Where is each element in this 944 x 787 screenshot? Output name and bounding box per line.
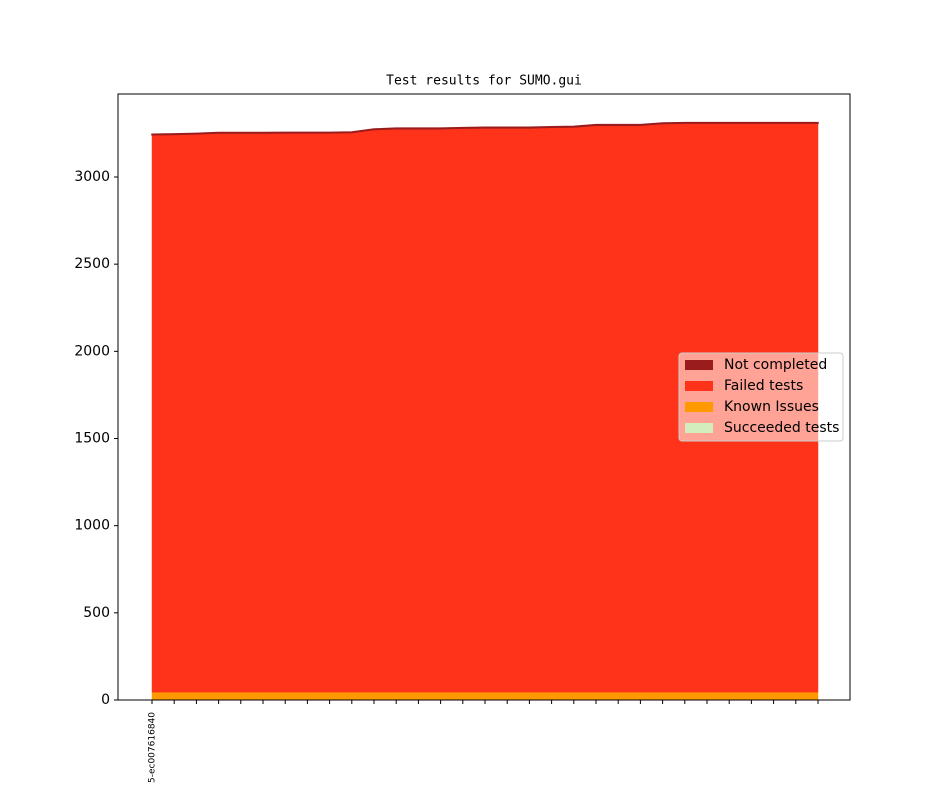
area (151, 691, 819, 701)
legend-label: Known Issues (724, 399, 819, 415)
legend-swatch (685, 381, 713, 391)
y-tick-label: 3000 (74, 169, 110, 185)
legend-label: Failed tests (724, 378, 803, 394)
legend-label: Not completed (724, 357, 827, 373)
legend-swatch (685, 360, 713, 370)
y-tick-label: 500 (83, 605, 110, 621)
legend: Not completed Failed tests Known Issues Suc… (678, 352, 844, 442)
y-tick-label: 2000 (74, 343, 110, 359)
y-tick-label: 2500 (74, 256, 110, 272)
chart-title: Test results for SUMO.gui (386, 74, 582, 89)
x-tick-label: 5-ec007616840 (148, 712, 158, 783)
plot-frame (117, 93, 851, 701)
legend-swatch (685, 423, 713, 433)
y-tick-label: 0 (101, 692, 110, 708)
area (151, 121, 819, 136)
legend-label: Succeeded tests (724, 420, 839, 436)
legend-swatch (685, 402, 713, 412)
legend-box (678, 352, 844, 442)
y-tick-label: 1500 (74, 430, 110, 446)
y-tick-label: 1000 (74, 518, 110, 534)
